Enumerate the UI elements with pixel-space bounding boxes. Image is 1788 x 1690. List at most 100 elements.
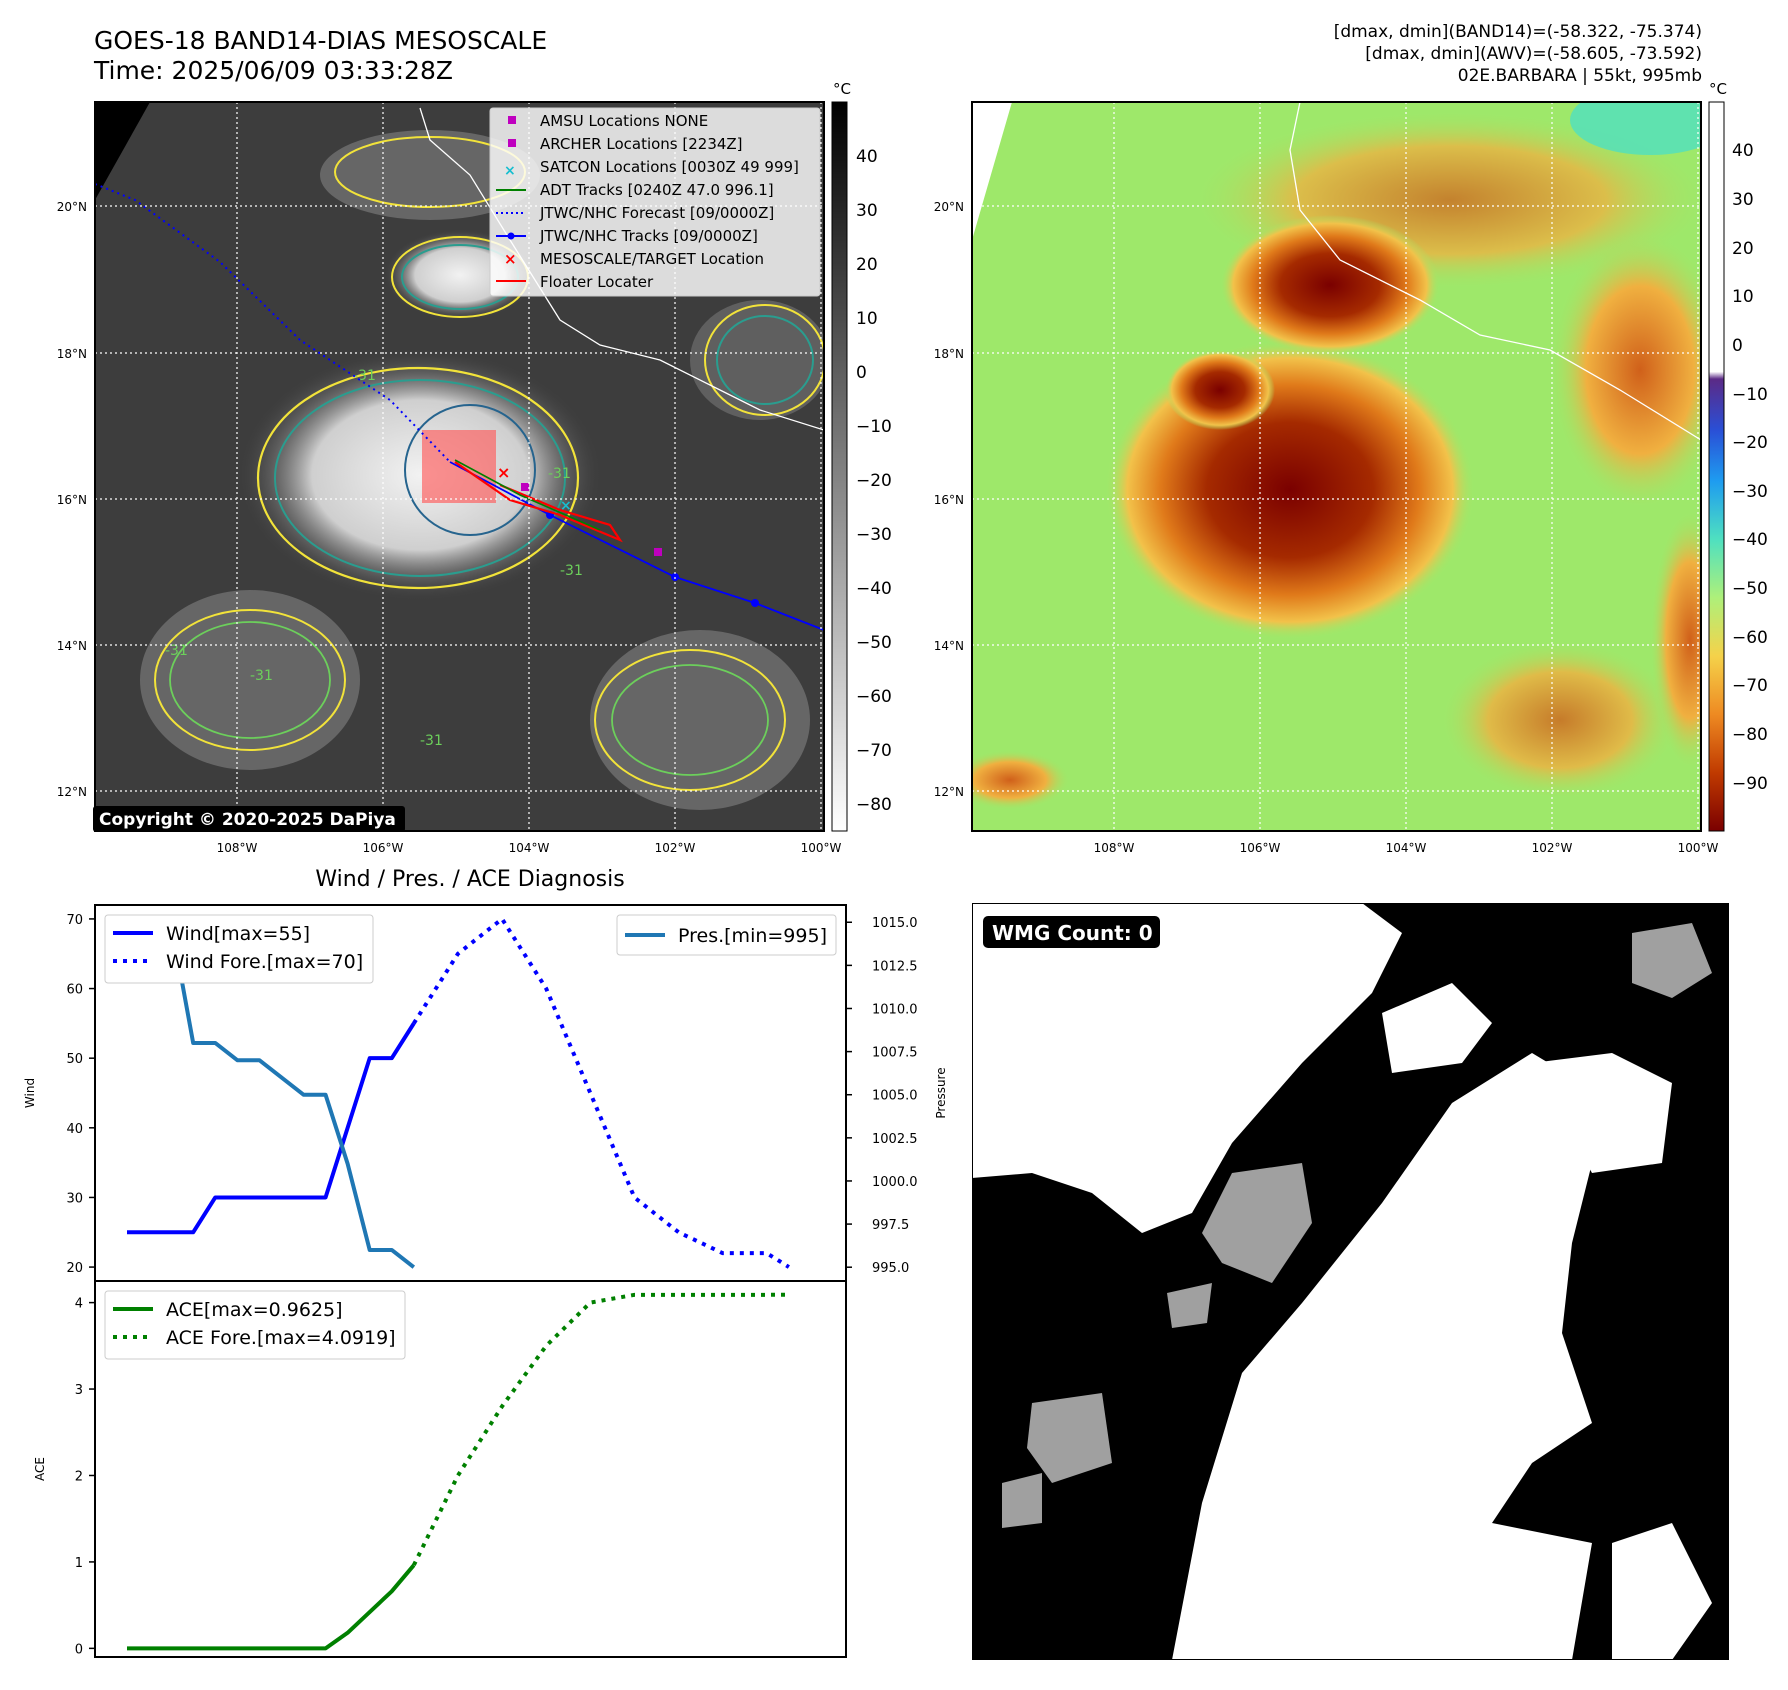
contour-label: -31 xyxy=(250,668,273,684)
svg-text:−80: −80 xyxy=(1732,725,1768,745)
pressure-ytick-label: 995.0 xyxy=(872,1261,909,1276)
coastline xyxy=(419,107,824,431)
diagnosis-chart: Wind / Pres. / ACE Diagnosis Wind Pressu… xyxy=(23,867,948,1658)
svg-text:10: 10 xyxy=(856,309,878,329)
pressure-ytick-label: 1007.5 xyxy=(872,1046,918,1061)
wind-ytick-label: 40 xyxy=(66,1122,83,1137)
lat-label: 20°N xyxy=(57,200,87,214)
svg-text:20: 20 xyxy=(1732,239,1754,259)
lon-label: 106°W xyxy=(1240,841,1281,855)
pressure-ytick-label: 1012.5 xyxy=(872,959,918,974)
contour-yellow-sw xyxy=(154,609,346,751)
svg-text:−40: −40 xyxy=(856,579,892,599)
legend-jtwc-tracks: JTWC/NHC Tracks [09/0000Z] xyxy=(539,227,758,245)
archer-marker xyxy=(654,548,662,556)
legend-jtwc-forecast: JTWC/NHC Forecast [09/0000Z] xyxy=(539,204,774,222)
lon-label: 104°W xyxy=(509,841,550,855)
archer-marker xyxy=(521,483,529,491)
ace-fore-legend-label: ACE Fore.[max=4.0919] xyxy=(166,1327,396,1349)
legend-satcon: SATCON Locations [0030Z 49 999] xyxy=(540,158,799,176)
svg-text:−60: −60 xyxy=(856,687,892,707)
legend-adt: ADT Tracks [0240Z 47.0 996.1] xyxy=(540,181,774,199)
ace-legend-box xyxy=(104,1290,406,1360)
ace-axes-frame xyxy=(94,1280,847,1658)
wmg-badge-bg xyxy=(983,916,1160,948)
wind-ytick-label: 20 xyxy=(66,1261,83,1276)
pressure-ytick-label: 1015.0 xyxy=(872,916,918,931)
satcon-marker: × xyxy=(560,498,572,514)
ir-colorbar-ticks: 40 30 20 10 0 −10 −20 −30 −40 −50 −60 −7… xyxy=(856,147,892,815)
ace-legend-label: ACE[max=0.9625] xyxy=(166,1299,343,1321)
svg-text:−10: −10 xyxy=(856,417,892,437)
series-line-0 xyxy=(127,1022,416,1235)
contour-label: -31 xyxy=(353,368,376,384)
mesoscale-target-marker: × xyxy=(497,463,510,482)
awv-map-grid xyxy=(972,102,1701,831)
wind-ylabel: Wind xyxy=(23,1078,37,1108)
pres-legend-label: Pres.[min=995] xyxy=(678,925,827,947)
lat-label: 16°N xyxy=(934,493,964,507)
ace-ytick-label: 1 xyxy=(75,1556,83,1571)
pressure-ytick-label: 1005.0 xyxy=(872,1089,918,1104)
awv-moist-east xyxy=(1550,230,1701,510)
lat-label: 14°N xyxy=(57,639,87,653)
contour-green-sw xyxy=(169,621,331,739)
awv-core-nw xyxy=(1165,350,1275,430)
copyright-text: Copyright © 2020-2025 DaPiya xyxy=(99,810,396,830)
info-line3: 02E.BARBARA | 55kt, 995mb xyxy=(1457,66,1702,86)
wind-ytick-label: 50 xyxy=(66,1052,83,1067)
svg-text:−20: −20 xyxy=(1732,433,1768,453)
lon-label: 106°W xyxy=(363,841,404,855)
info-line1: [dmax, dmin](BAND14)=(-58.322, -75.374) xyxy=(1333,22,1702,42)
floater-locater-line xyxy=(454,461,623,543)
lon-label: 100°W xyxy=(1678,841,1719,855)
contour-label: -31 xyxy=(420,733,443,749)
lat-label: 12°N xyxy=(934,785,964,799)
figure-title-line1: GOES-18 BAND14-DIAS MESOSCALE xyxy=(94,26,548,55)
wmg-gray-1 xyxy=(1202,1163,1312,1283)
figure-title-line2: Time: 2025/06/09 03:33:28Z xyxy=(94,56,453,85)
svg-text:0: 0 xyxy=(1732,336,1743,356)
ir-cloud-se xyxy=(590,630,810,810)
lon-label: 102°W xyxy=(1532,841,1573,855)
svg-text:×: × xyxy=(504,163,516,179)
ace-ytick-label: 0 xyxy=(75,1642,83,1657)
ir-legend-box xyxy=(489,107,821,297)
svg-text:40: 40 xyxy=(856,147,878,167)
contour-label: -31 xyxy=(165,643,188,659)
wmg-gray-4 xyxy=(1167,1283,1212,1328)
svg-text:−70: −70 xyxy=(1732,676,1768,696)
svg-text:−30: −30 xyxy=(856,525,892,545)
wmg-clear-east2 xyxy=(1532,1053,1672,1173)
ace-series-line-0 xyxy=(127,1563,416,1651)
contour-yellow-east xyxy=(704,304,824,416)
ir-map-panel: -31 -31 -31 -31 -31 -31 × × xyxy=(57,80,1768,855)
pressure-ytick-label: 1002.5 xyxy=(872,1132,918,1147)
ace-ylabel: ACE xyxy=(33,1457,47,1481)
lat-label: 16°N xyxy=(57,493,87,507)
awv-moist-east2 xyxy=(1650,510,1701,770)
wmg-gray-3 xyxy=(1632,923,1712,998)
wmg-clear-east xyxy=(1382,983,1492,1073)
pressure-ytick-label: 1000.0 xyxy=(872,1175,918,1190)
wmg-mask-panel: WMG Count: 0 xyxy=(972,903,1729,1660)
series-line-1 xyxy=(412,916,790,1269)
pressure-ytick-label: 997.5 xyxy=(872,1218,909,1233)
contour-yellow-main xyxy=(256,366,580,590)
wmg-gray-2 xyxy=(1027,1393,1112,1483)
legend-floater: Floater Locater xyxy=(540,273,654,291)
diagnosis-title: Wind / Pres. / ACE Diagnosis xyxy=(315,867,624,892)
contour-label: -31 xyxy=(548,466,571,482)
ace-ytick-label: 3 xyxy=(75,1383,83,1398)
wmg-clear-south-east xyxy=(1612,1523,1712,1660)
contour-green-se xyxy=(611,664,769,776)
awv-colorbar-ticks: 40 30 20 10 0 −10 −20 −30 −40 −50 −60 −7… xyxy=(1732,141,1768,794)
awv-coastline xyxy=(1289,102,1701,441)
svg-text:−70: −70 xyxy=(856,741,892,761)
svg-text:−50: −50 xyxy=(856,633,892,653)
awv-moist-se xyxy=(1440,640,1680,800)
wind-ytick-label: 60 xyxy=(66,983,83,998)
info-line2: [dmax, dmin](AWV)=(-58.605, -73.592) xyxy=(1365,44,1702,64)
svg-text:10: 10 xyxy=(1732,287,1754,307)
lon-label: 102°W xyxy=(655,841,696,855)
